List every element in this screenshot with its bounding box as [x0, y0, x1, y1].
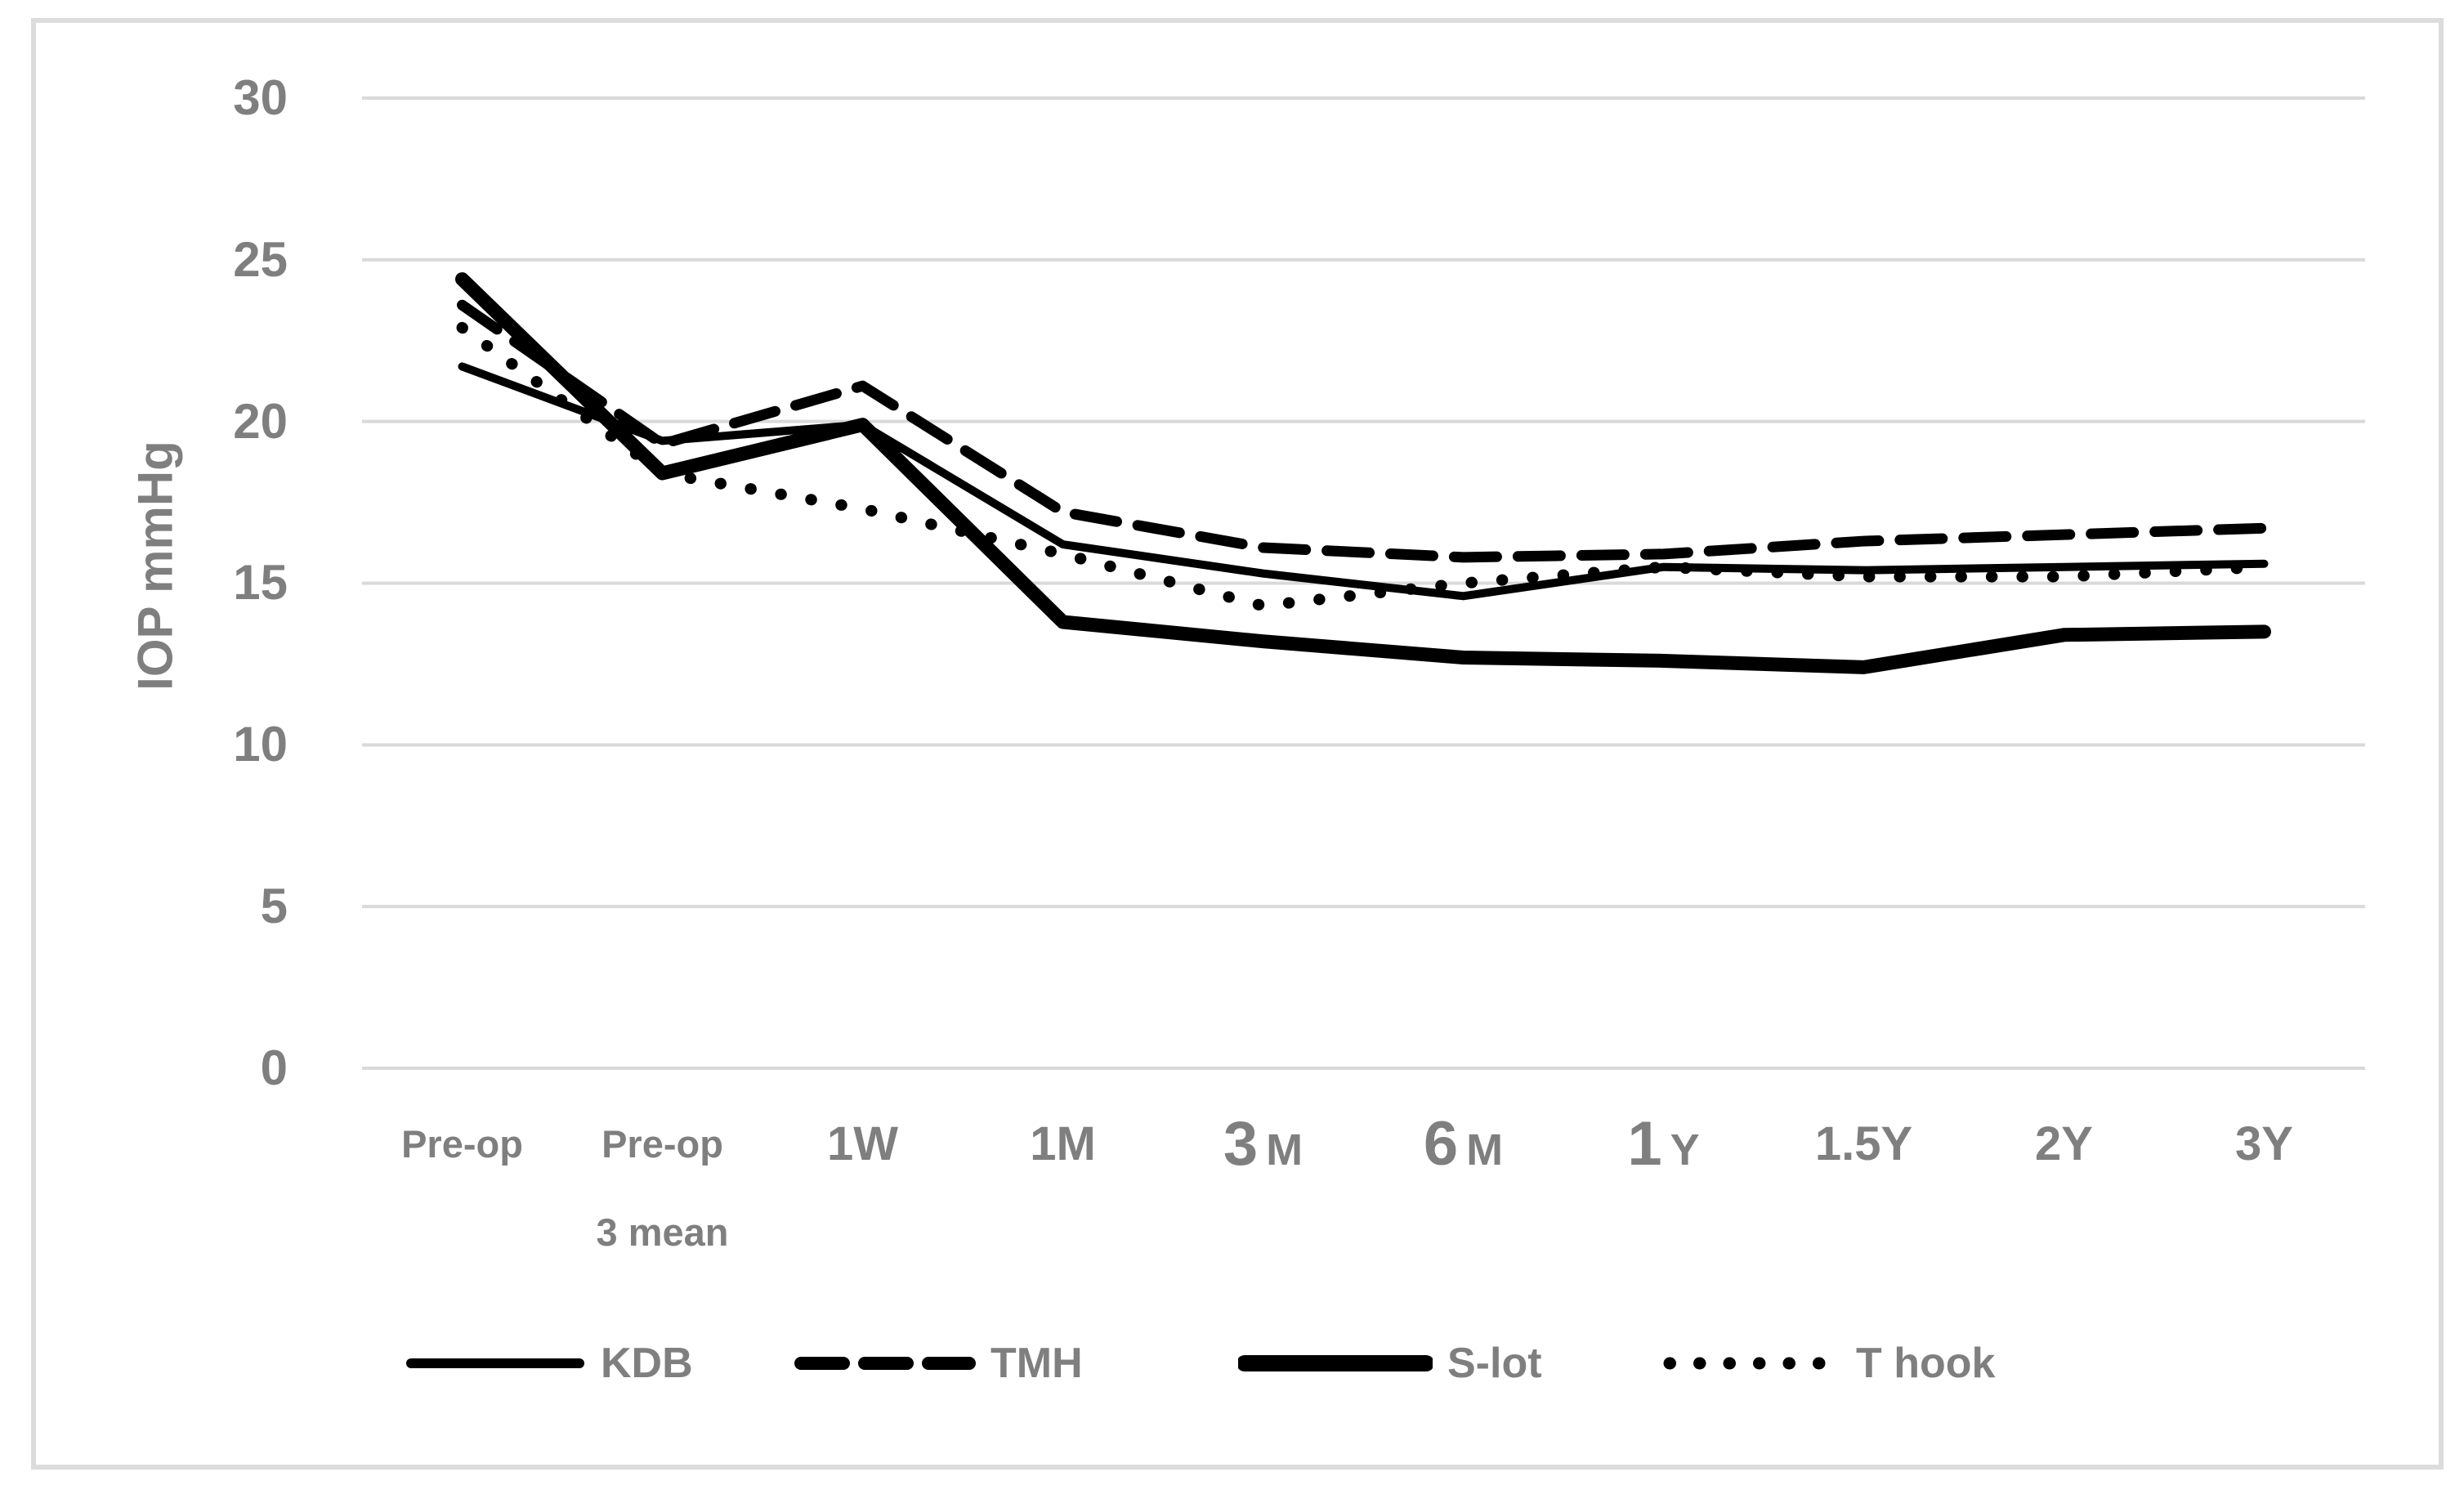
x-axis-label-text: 3Y	[2235, 1117, 2293, 1170]
y-axis-tick-0: 0	[260, 1040, 288, 1095]
legend-label-kdb: KDB	[601, 1340, 693, 1387]
legend-sample-tmh-line-icon	[794, 1357, 976, 1370]
x-axis-label-text: 6	[1423, 1109, 1459, 1179]
y-axis-tick-15: 15	[233, 555, 288, 611]
x-axis-label-1w: 1W	[749, 1112, 977, 1189]
x-axis-label-suffix: M	[1466, 1125, 1504, 1175]
legend-item-t-hook: T hook	[1663, 1331, 1995, 1396]
x-axis-label-text: 1W	[827, 1117, 898, 1170]
x-axis-label-suffix: Y	[1670, 1125, 1700, 1175]
series-line-s-lot	[455, 272, 2271, 674]
x-axis-label-pre-op: Pre-op	[348, 1112, 577, 1187]
x-axis-label-text: Pre-op	[401, 1122, 523, 1166]
y-axis-tick-5: 5	[260, 879, 288, 934]
x-axis-label-1m: 1M	[949, 1112, 1178, 1189]
legend-sample-t-hook-line-icon	[1663, 1357, 1841, 1370]
series-line-tmh	[457, 299, 2269, 563]
x-axis-label-text: 1M	[1030, 1117, 1096, 1170]
x-axis-label-text: 3	[1223, 1109, 1259, 1179]
series-line-t-hook	[456, 321, 2270, 612]
x-axis-label-text: Pre-op	[601, 1122, 723, 1166]
x-axis-label-pre-op-3-mean: Pre-op 3 mean	[548, 1112, 777, 1255]
legend-sample-s-lot-line-icon	[1238, 1355, 1433, 1371]
legend-item-s-lot: S-lot	[1238, 1331, 1542, 1396]
y-axis-tick-25: 25	[233, 231, 288, 287]
legend-sample-kdb-line-icon	[406, 1358, 584, 1368]
y-axis-title: IOP mmHg	[127, 441, 183, 691]
x-axis-label-text: 1	[1627, 1109, 1662, 1179]
x-axis-label-1-5y: 1.5Y	[1750, 1112, 1979, 1189]
legend-label-tmh: TMH	[991, 1340, 1083, 1387]
x-axis-label-suffix: M	[1266, 1125, 1304, 1175]
x-axis-label-text: 2Y	[2035, 1117, 2093, 1170]
y-axis-tick-20: 20	[233, 393, 288, 449]
x-axis-label-text: 1.5Y	[1814, 1117, 1913, 1170]
x-axis-label-2y: 2Y	[1950, 1112, 2179, 1189]
x-axis-label-line2: 3 mean	[596, 1210, 729, 1254]
legend-label-t-hook: T hook	[1856, 1340, 1996, 1387]
y-axis-tick-30: 30	[233, 69, 288, 125]
x-axis-label-3y: 3Y	[2150, 1112, 2379, 1189]
series-line-kdb	[458, 362, 2269, 601]
legend-item-tmh: TMH	[794, 1331, 1083, 1396]
legend-label-s-lot: S-lot	[1447, 1340, 1542, 1387]
y-axis-tick-10: 10	[233, 717, 288, 772]
legend-item-kdb: KDB	[405, 1331, 693, 1396]
